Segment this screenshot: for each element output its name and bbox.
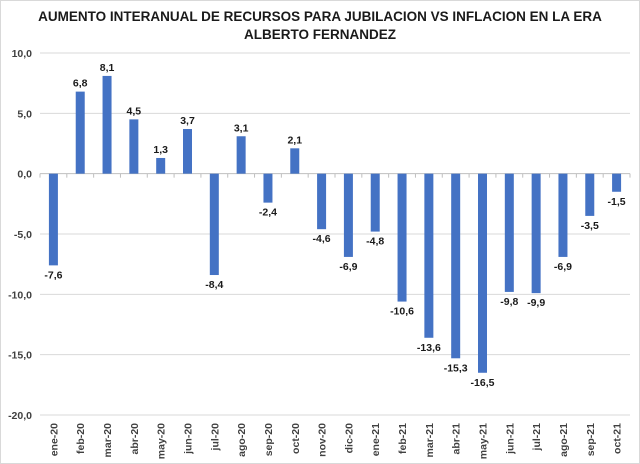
x-tick-label: jun-20 xyxy=(183,423,195,455)
y-tick-label: -15,0 xyxy=(8,350,32,362)
bar-may-21 xyxy=(478,173,487,373)
x-tick-label: dic-20 xyxy=(343,423,355,454)
bar-oct-21 xyxy=(612,173,622,192)
x-tick-label: ago-21 xyxy=(558,423,570,457)
data-label: -4,8 xyxy=(366,236,384,248)
data-label: 6,8 xyxy=(73,78,88,90)
bar-abr-21 xyxy=(451,173,461,359)
x-tick-label: feb-21 xyxy=(397,423,409,454)
data-label: 1,3 xyxy=(153,144,168,156)
chart-title-line-2: ALBERTO FERNANDEZ xyxy=(243,27,396,42)
x-tick-label: abr-21 xyxy=(451,423,463,455)
x-tick-label: ene-21 xyxy=(370,423,382,456)
x-tick-label: feb-20 xyxy=(75,423,87,454)
data-label: 3,7 xyxy=(180,115,195,127)
y-axis: 10,0 5,0 0,0 -5,0 -10,0 -15,0 -20,0 xyxy=(8,48,32,422)
x-tick-label: oct-21 xyxy=(612,423,624,454)
bar-mar-21 xyxy=(424,173,434,338)
data-label: -10,6 xyxy=(390,306,414,318)
data-label: -9,8 xyxy=(500,296,518,308)
bar-mar-20 xyxy=(102,75,112,174)
bar-ago-20 xyxy=(236,136,246,174)
data-labels: -7,6 6,8 8,1 4,5 1,3 3,7 -8,4 3,1 -2,4 2,1 -4,6 -6,… xyxy=(44,62,625,389)
data-label: -8,4 xyxy=(205,279,223,291)
data-label: -9,9 xyxy=(527,297,545,309)
x-tick-label: jun-21 xyxy=(504,423,516,455)
x-tick-label: ago-20 xyxy=(236,423,248,457)
bar-ene-20 xyxy=(48,173,58,266)
data-label: -6,9 xyxy=(339,261,357,273)
bar-ene-21 xyxy=(370,173,380,232)
x-tick-label: may-20 xyxy=(156,423,168,459)
y-tick-label: -20,0 xyxy=(8,410,32,422)
y-tick-label: 10,0 xyxy=(12,48,33,60)
y-tick-label: -5,0 xyxy=(14,229,32,241)
bar-feb-20 xyxy=(75,91,85,174)
x-tick-label: jul-21 xyxy=(531,423,543,452)
x-tick-label: sep-20 xyxy=(263,423,275,456)
bar-jun-20 xyxy=(183,129,192,174)
data-label: -1,5 xyxy=(608,196,626,208)
x-tick-label: mar-20 xyxy=(102,423,114,458)
x-axis: ene-20 feb-20 mar-20 abr-20 may-20 jun-20 jul-… xyxy=(48,423,623,459)
x-tick-label: abr-20 xyxy=(129,423,141,455)
bar-sep-21 xyxy=(585,173,595,216)
x-tick-label: oct-20 xyxy=(290,423,302,454)
y-tick-label: -10,0 xyxy=(8,289,32,301)
x-tick-label: mar-21 xyxy=(424,423,436,458)
bar-abr-20 xyxy=(129,119,139,174)
bar-ago-21 xyxy=(558,173,568,257)
chart-title-line-1: AUMENTO INTERANUAL DE RECURSOS PARA JUBI… xyxy=(38,9,602,24)
x-tick-label: may-21 xyxy=(478,423,490,459)
data-label: -4,6 xyxy=(313,233,331,245)
data-label: -15,3 xyxy=(444,362,468,374)
chart-title: AUMENTO INTERANUAL DE RECURSOS PARA JUBI… xyxy=(0,8,640,44)
y-tick-label: 0,0 xyxy=(17,169,32,181)
data-label: -7,6 xyxy=(44,269,62,281)
bar-jul-21 xyxy=(531,173,541,294)
data-label: 8,1 xyxy=(100,62,115,74)
data-label: -16,5 xyxy=(471,377,495,389)
x-tick-label: nov-20 xyxy=(317,423,329,457)
data-label: -6,9 xyxy=(554,261,572,273)
data-label: -3,5 xyxy=(581,220,599,232)
gridlines xyxy=(40,52,630,416)
bar-dic-20 xyxy=(343,173,353,257)
bars xyxy=(48,75,622,373)
data-label: -13,6 xyxy=(417,342,441,354)
data-label: 4,5 xyxy=(127,105,142,117)
data-label: -2,4 xyxy=(259,207,277,219)
bar-feb-21 xyxy=(397,173,407,302)
x-axis-ticks xyxy=(39,173,631,178)
x-tick-label: ene-20 xyxy=(48,423,60,456)
bar-jun-21 xyxy=(504,173,514,292)
y-tick-label: 5,0 xyxy=(17,108,32,120)
bar-may-20 xyxy=(156,157,166,174)
data-label: 2,1 xyxy=(287,134,302,146)
bar-oct-20 xyxy=(290,148,300,174)
bar-nov-20 xyxy=(317,173,327,230)
bar-jul-20 xyxy=(209,173,219,276)
x-tick-label: sep-21 xyxy=(585,423,597,456)
data-label: 3,1 xyxy=(234,122,249,134)
bar-sep-20 xyxy=(263,173,273,203)
x-tick-label: jul-20 xyxy=(209,423,221,452)
